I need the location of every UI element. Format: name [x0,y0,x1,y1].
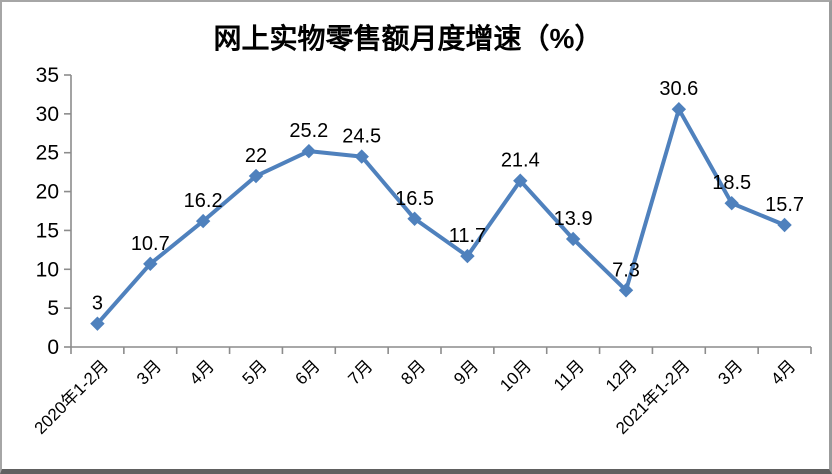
data-point-label: 10.7 [131,233,170,255]
data-point-label: 16.2 [184,190,223,212]
data-point-marker [195,213,211,229]
y-tick-label: 30 [36,103,59,126]
y-tick-label: 25 [36,142,59,165]
data-point-label: 25.2 [289,120,328,142]
data-point-marker [513,173,528,188]
data-point-label: 15.7 [765,194,804,216]
data-point-label: 11.7 [449,225,486,247]
x-tick-label: 3月 [133,356,165,388]
data-point-marker [777,217,792,233]
x-tick-label: 9月 [450,356,482,388]
x-tick-label: 11月 [550,356,588,394]
data-point-label: 16.5 [395,188,434,210]
line-chart: 网上实物零售额月度增速（%） 0 5 10 15 20 25 30 35 2020年1-2月 3月… [31,22,812,438]
data-point-marker [143,256,158,272]
chart-title: 网上实物零售额月度增速（%） [214,22,603,54]
data-point-label: 24.5 [342,126,381,148]
x-tick-label: 6月 [292,356,324,388]
y-tick-label: 35 [36,64,59,87]
data-point-marker [671,101,687,117]
x-tick-label: 5月 [239,356,271,388]
data-point-label: 22 [245,145,267,167]
y-tick-label: 5 [47,297,59,320]
data-point-label: 7.3 [612,259,640,281]
x-tick-label: 7月 [344,356,376,388]
x-tick-label: 4月 [767,356,799,388]
x-tick-label: 4月 [186,356,218,388]
data-point-marker [565,231,581,247]
data-point-marker [90,316,105,331]
x-tick-label: 8月 [397,356,429,388]
x-tick-label: 10月 [496,356,535,395]
data-point-label: 13.9 [554,208,593,230]
x-tick-label: 2020年1-2月 [31,356,113,438]
data-point-marker [407,211,422,226]
data-point-label: 21.4 [501,150,540,172]
y-tick-label: 15 [36,219,59,242]
data-point-marker [248,168,264,184]
data-point-marker [301,143,317,159]
data-point-marker [618,283,634,298]
y-tick-label: 20 [36,181,59,204]
data-point-label: 18.5 [712,172,751,194]
data-point-marker [460,248,475,264]
data-point-label: 30.6 [659,78,698,100]
y-tick-label: 10 [36,258,59,281]
series-line [95,107,787,326]
y-tick-label: 0 [47,336,59,359]
x-tick-label: 12月 [602,356,641,395]
data-point-marker [354,149,369,164]
data-point-marker [724,196,739,211]
data-point-label: 3 [92,293,103,315]
x-tick-label: 3月 [714,356,746,388]
